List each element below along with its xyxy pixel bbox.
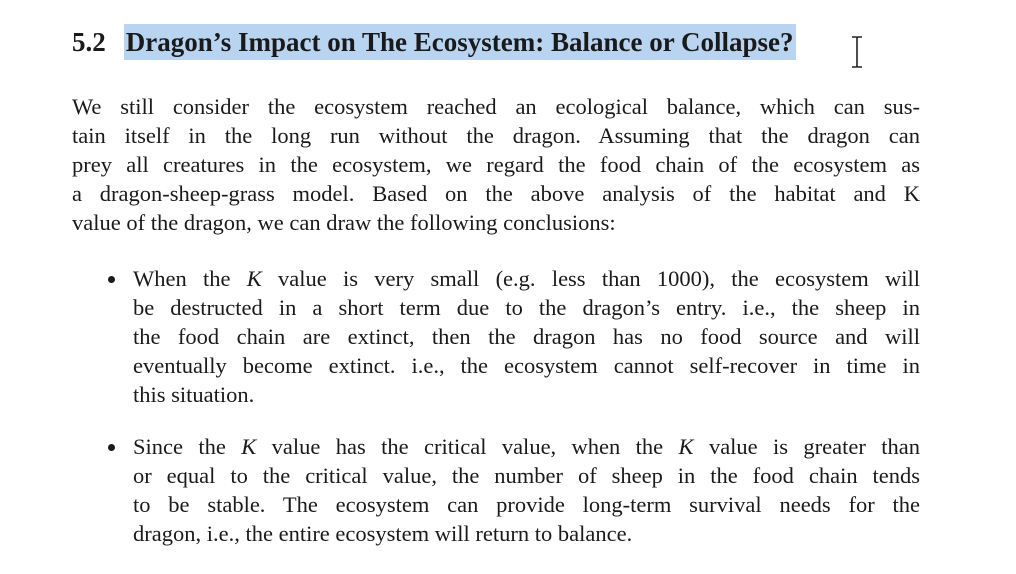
paragraph-line: tain itself in the long run without the … — [72, 123, 920, 148]
list-item-line: the food chain are extinct, then the dra… — [133, 324, 920, 349]
paragraph-line: a dragon-sheep-grass model. Based on the… — [72, 181, 920, 206]
list-item-line: this situation. — [133, 382, 255, 407]
bullet-dot-icon — [108, 276, 115, 283]
list-item-line: to be stable. The ecosystem can provide … — [133, 492, 920, 517]
body-paragraph: We still consider the ecosystem reached … — [72, 92, 920, 237]
list-item: When the K value is very small (e.g. les… — [104, 264, 920, 409]
paragraph-line: value of the dragon, we can draw the fol… — [72, 210, 616, 235]
section-heading: 5.2 Dragon’s Impact on The Ecosystem: Ba… — [72, 22, 796, 62]
list-item-line: When the K value is very small (e.g. les… — [133, 266, 920, 291]
list-item-line: eventually become extinct. i.e., the eco… — [133, 353, 920, 378]
bullet-dot-icon — [108, 444, 115, 451]
math-variable-k: K — [246, 266, 262, 291]
paragraph-line: We still consider the ecosystem reached … — [72, 94, 920, 119]
section-title-selected[interactable]: Dragon’s Impact on The Ecosystem: Balanc… — [123, 24, 796, 60]
conclusion-list: When the K value is very small (e.g. les… — [104, 264, 920, 571]
paragraph-line: prey all creatures in the ecosystem, we … — [72, 152, 920, 177]
text-cursor-icon — [852, 36, 862, 68]
list-item-line: Since the K value has the critical value… — [133, 434, 920, 459]
list-item-line: be destructed in a short term due to the… — [133, 295, 920, 320]
section-number: 5.2 — [72, 26, 106, 57]
math-variable-k: K — [678, 434, 694, 459]
list-item-line: or equal to the critical value, the numb… — [133, 463, 920, 488]
math-variable-k: K — [241, 434, 257, 459]
list-item-line: dragon, i.e., the entire ecosystem will … — [133, 521, 633, 546]
list-item: Since the K value has the critical value… — [104, 432, 920, 548]
